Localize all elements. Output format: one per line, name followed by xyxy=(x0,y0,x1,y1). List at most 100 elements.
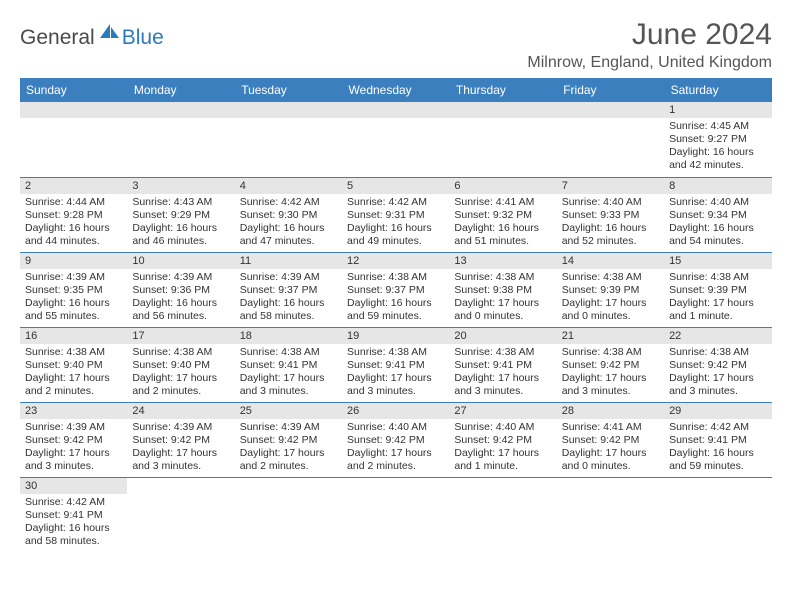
logo: General Blue xyxy=(20,24,164,51)
calendar-cell xyxy=(664,477,771,552)
day-number: 21 xyxy=(557,328,664,344)
daylight-line: Daylight: 16 hours and 58 minutes. xyxy=(25,522,122,548)
calendar-cell: 16Sunrise: 4:38 AMSunset: 9:40 PMDayligh… xyxy=(20,327,127,402)
sunrise-line: Sunrise: 4:38 AM xyxy=(562,346,659,359)
sunrise-line: Sunrise: 4:39 AM xyxy=(132,271,229,284)
daylight-line: Daylight: 17 hours and 2 minutes. xyxy=(132,372,229,398)
calendar-cell: 7Sunrise: 4:40 AMSunset: 9:33 PMDaylight… xyxy=(557,177,664,252)
calendar-cell: 12Sunrise: 4:38 AMSunset: 9:37 PMDayligh… xyxy=(342,252,449,327)
daylight-line: Daylight: 16 hours and 58 minutes. xyxy=(240,297,337,323)
day-number: 30 xyxy=(20,478,127,494)
daylight-line: Daylight: 16 hours and 56 minutes. xyxy=(132,297,229,323)
sunset-line: Sunset: 9:35 PM xyxy=(25,284,122,297)
sunset-line: Sunset: 9:37 PM xyxy=(347,284,444,297)
calendar-table: Sunday Monday Tuesday Wednesday Thursday… xyxy=(20,78,772,552)
sunset-line: Sunset: 9:42 PM xyxy=(132,434,229,447)
sunset-line: Sunset: 9:38 PM xyxy=(454,284,551,297)
day-number: 18 xyxy=(235,328,342,344)
empty-day xyxy=(20,102,127,118)
day-number: 6 xyxy=(449,178,556,194)
daylight-line: Daylight: 17 hours and 3 minutes. xyxy=(454,372,551,398)
calendar-cell: 30Sunrise: 4:42 AMSunset: 9:41 PMDayligh… xyxy=(20,477,127,552)
day-detail: Sunrise: 4:40 AMSunset: 9:42 PMDaylight:… xyxy=(449,419,556,477)
sunset-line: Sunset: 9:41 PM xyxy=(240,359,337,372)
calendar-row: 23Sunrise: 4:39 AMSunset: 9:42 PMDayligh… xyxy=(20,402,772,477)
daylight-line: Daylight: 17 hours and 1 minute. xyxy=(454,447,551,473)
daylight-line: Daylight: 16 hours and 42 minutes. xyxy=(669,146,766,172)
day-number: 12 xyxy=(342,253,449,269)
calendar-cell: 9Sunrise: 4:39 AMSunset: 9:35 PMDaylight… xyxy=(20,252,127,327)
sunrise-line: Sunrise: 4:42 AM xyxy=(669,421,766,434)
day-detail: Sunrise: 4:45 AMSunset: 9:27 PMDaylight:… xyxy=(664,118,771,176)
sunrise-line: Sunrise: 4:38 AM xyxy=(347,346,444,359)
daylight-line: Daylight: 17 hours and 3 minutes. xyxy=(240,372,337,398)
day-detail: Sunrise: 4:39 AMSunset: 9:37 PMDaylight:… xyxy=(235,269,342,327)
sunrise-line: Sunrise: 4:38 AM xyxy=(669,346,766,359)
daylight-line: Daylight: 17 hours and 2 minutes. xyxy=(25,372,122,398)
calendar-cell: 3Sunrise: 4:43 AMSunset: 9:29 PMDaylight… xyxy=(127,177,234,252)
calendar-cell xyxy=(235,477,342,552)
daylight-line: Daylight: 16 hours and 52 minutes. xyxy=(562,222,659,248)
day-detail: Sunrise: 4:38 AMSunset: 9:41 PMDaylight:… xyxy=(235,344,342,402)
day-number: 4 xyxy=(235,178,342,194)
col-sunday: Sunday xyxy=(20,78,127,102)
sunset-line: Sunset: 9:34 PM xyxy=(669,209,766,222)
sunrise-line: Sunrise: 4:42 AM xyxy=(347,196,444,209)
sunrise-line: Sunrise: 4:44 AM xyxy=(25,196,122,209)
sunset-line: Sunset: 9:42 PM xyxy=(669,359,766,372)
daylight-line: Daylight: 17 hours and 3 minutes. xyxy=(25,447,122,473)
sunrise-line: Sunrise: 4:39 AM xyxy=(25,271,122,284)
day-detail: Sunrise: 4:39 AMSunset: 9:42 PMDaylight:… xyxy=(127,419,234,477)
calendar-cell: 28Sunrise: 4:41 AMSunset: 9:42 PMDayligh… xyxy=(557,402,664,477)
sunset-line: Sunset: 9:36 PM xyxy=(132,284,229,297)
calendar-cell xyxy=(127,477,234,552)
calendar-cell: 19Sunrise: 4:38 AMSunset: 9:41 PMDayligh… xyxy=(342,327,449,402)
calendar-cell xyxy=(20,102,127,177)
calendar-cell xyxy=(235,102,342,177)
day-detail: Sunrise: 4:39 AMSunset: 9:35 PMDaylight:… xyxy=(20,269,127,327)
daylight-line: Daylight: 17 hours and 1 minute. xyxy=(669,297,766,323)
title-block: June 2024 Milnrow, England, United Kingd… xyxy=(527,18,772,72)
day-number: 28 xyxy=(557,403,664,419)
calendar-cell: 13Sunrise: 4:38 AMSunset: 9:38 PMDayligh… xyxy=(449,252,556,327)
calendar-cell: 26Sunrise: 4:40 AMSunset: 9:42 PMDayligh… xyxy=(342,402,449,477)
sunrise-line: Sunrise: 4:39 AM xyxy=(240,421,337,434)
empty-day xyxy=(449,102,556,118)
sunset-line: Sunset: 9:29 PM xyxy=(132,209,229,222)
sunrise-line: Sunrise: 4:40 AM xyxy=(347,421,444,434)
sunrise-line: Sunrise: 4:41 AM xyxy=(562,421,659,434)
day-detail: Sunrise: 4:44 AMSunset: 9:28 PMDaylight:… xyxy=(20,194,127,252)
sunset-line: Sunset: 9:42 PM xyxy=(454,434,551,447)
day-number: 5 xyxy=(342,178,449,194)
sunset-line: Sunset: 9:41 PM xyxy=(669,434,766,447)
calendar-row: 9Sunrise: 4:39 AMSunset: 9:35 PMDaylight… xyxy=(20,252,772,327)
day-number: 29 xyxy=(664,403,771,419)
sunset-line: Sunset: 9:41 PM xyxy=(347,359,444,372)
sunset-line: Sunset: 9:39 PM xyxy=(562,284,659,297)
day-detail: Sunrise: 4:40 AMSunset: 9:42 PMDaylight:… xyxy=(342,419,449,477)
calendar-cell: 10Sunrise: 4:39 AMSunset: 9:36 PMDayligh… xyxy=(127,252,234,327)
calendar-cell xyxy=(342,477,449,552)
daylight-line: Daylight: 17 hours and 3 minutes. xyxy=(347,372,444,398)
daylight-line: Daylight: 16 hours and 46 minutes. xyxy=(132,222,229,248)
day-detail: Sunrise: 4:38 AMSunset: 9:39 PMDaylight:… xyxy=(664,269,771,327)
sunset-line: Sunset: 9:40 PM xyxy=(132,359,229,372)
day-detail: Sunrise: 4:38 AMSunset: 9:38 PMDaylight:… xyxy=(449,269,556,327)
sunrise-line: Sunrise: 4:42 AM xyxy=(240,196,337,209)
day-detail: Sunrise: 4:38 AMSunset: 9:41 PMDaylight:… xyxy=(449,344,556,402)
day-detail: Sunrise: 4:42 AMSunset: 9:31 PMDaylight:… xyxy=(342,194,449,252)
calendar-row: 1Sunrise: 4:45 AMSunset: 9:27 PMDaylight… xyxy=(20,102,772,177)
calendar-cell: 18Sunrise: 4:38 AMSunset: 9:41 PMDayligh… xyxy=(235,327,342,402)
sunset-line: Sunset: 9:30 PM xyxy=(240,209,337,222)
sunset-line: Sunset: 9:41 PM xyxy=(454,359,551,372)
daylight-line: Daylight: 17 hours and 0 minutes. xyxy=(454,297,551,323)
empty-day xyxy=(235,102,342,118)
sunset-line: Sunset: 9:42 PM xyxy=(562,359,659,372)
col-tuesday: Tuesday xyxy=(235,78,342,102)
daylight-line: Daylight: 16 hours and 44 minutes. xyxy=(25,222,122,248)
day-detail: Sunrise: 4:38 AMSunset: 9:42 PMDaylight:… xyxy=(557,344,664,402)
sunrise-line: Sunrise: 4:39 AM xyxy=(240,271,337,284)
sunrise-line: Sunrise: 4:38 AM xyxy=(562,271,659,284)
day-detail: Sunrise: 4:38 AMSunset: 9:39 PMDaylight:… xyxy=(557,269,664,327)
calendar-cell xyxy=(449,102,556,177)
